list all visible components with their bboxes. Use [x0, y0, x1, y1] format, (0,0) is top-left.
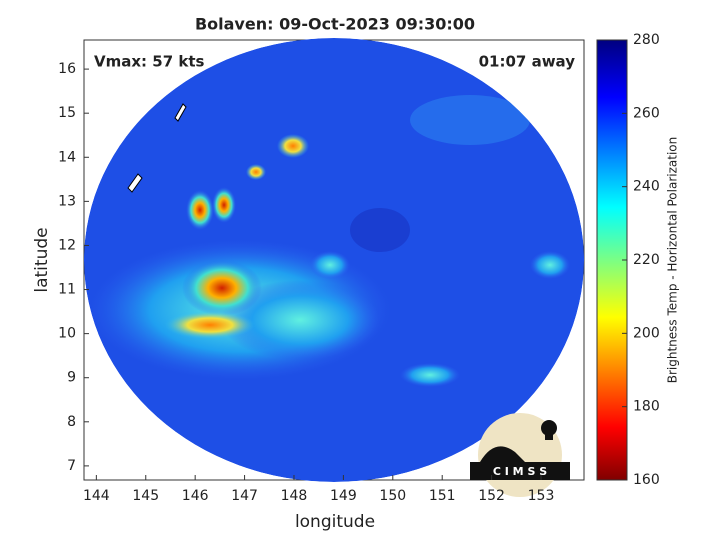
- x-tick-label: 149: [330, 488, 357, 504]
- y-tick-label: 11: [58, 282, 76, 298]
- y-tick-label: 13: [58, 193, 76, 209]
- y-tick-label: 16: [58, 61, 76, 77]
- x-axis-label: longitude: [295, 512, 375, 532]
- x-tick-label: 145: [132, 488, 159, 504]
- colorbar-tick-label: 180: [633, 399, 660, 415]
- x-tick-label: 152: [478, 488, 505, 504]
- y-tick-label: 7: [67, 458, 76, 474]
- colorbar-tick-label: 200: [633, 325, 660, 341]
- colorbar-tick-label: 260: [633, 105, 660, 121]
- logo: C I M S S: [470, 413, 570, 497]
- x-tick-label: 146: [182, 488, 209, 504]
- x-tick-label: 153: [528, 488, 555, 504]
- chart-title: Bolaven: 09-Oct-2023 09:30:00: [195, 15, 475, 34]
- colorbar-label: Brightness Temp - Horizontal Polarizatio…: [666, 137, 680, 384]
- x-tick-label: 144: [83, 488, 110, 504]
- colorbar-tick-label: 280: [633, 32, 660, 48]
- y-tick-label: 8: [67, 414, 76, 430]
- satellite-swath: [84, 38, 584, 482]
- x-tick-label: 147: [231, 488, 258, 504]
- y-tick-label: 10: [58, 326, 76, 342]
- x-tick-label: 150: [379, 488, 406, 504]
- y-tick-label: 12: [58, 237, 76, 253]
- y-tick-label: 15: [58, 105, 76, 121]
- logo-text: C I M S S: [493, 465, 547, 478]
- x-tick-label: 148: [281, 488, 308, 504]
- colorbar-tick-label: 220: [633, 252, 660, 268]
- annotation: Vmax: 57 kts: [94, 53, 204, 71]
- colorbar-tick-label: 160: [633, 472, 660, 488]
- y-tick-label: 9: [67, 370, 76, 386]
- colorbar-tick-label: 240: [633, 179, 660, 195]
- coastline: [127, 103, 187, 193]
- y-axis-label: latitude: [32, 227, 52, 292]
- annotation: 01:07 away: [479, 53, 576, 71]
- y-tick-label: 14: [58, 149, 76, 165]
- x-tick-label: 151: [429, 488, 456, 504]
